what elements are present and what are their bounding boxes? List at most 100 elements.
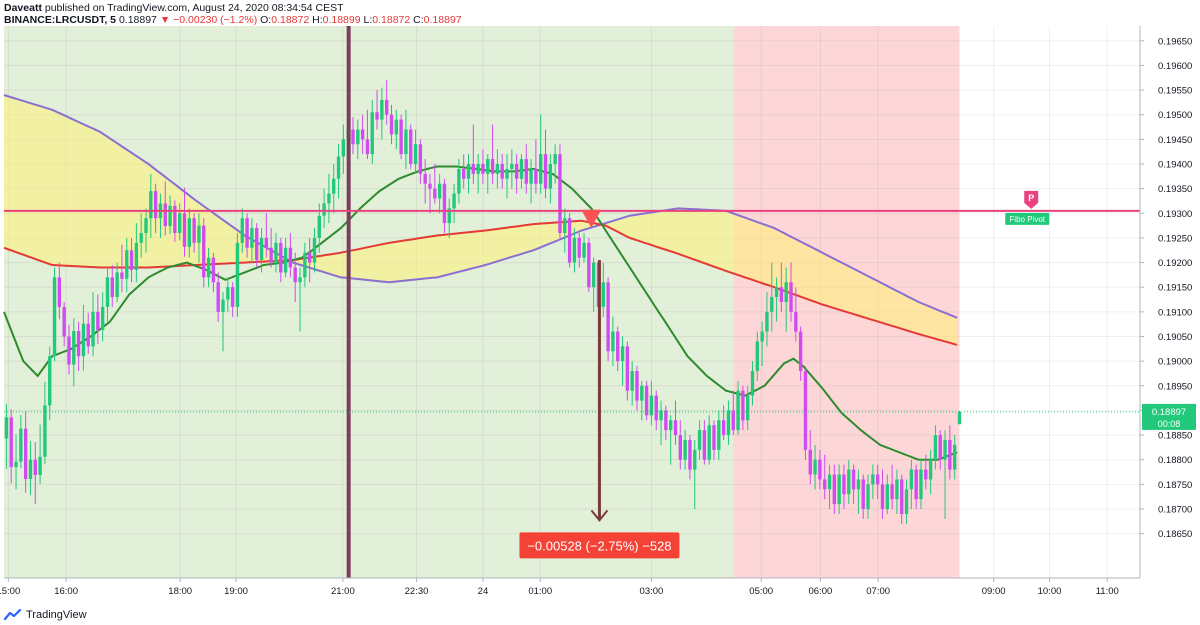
candle [327,173,331,224]
candle-body [481,164,485,174]
candle [591,257,596,312]
candle-body [529,168,533,184]
candle [206,247,211,288]
candle [924,454,928,490]
candle [255,223,259,268]
candle-body [572,237,577,263]
candle [717,410,721,460]
x-tick-label: 05:00 [749,586,773,597]
candle-body [404,129,408,155]
candle [62,302,66,347]
candle-body [558,154,562,233]
candle-body [62,306,66,337]
candle [187,208,192,258]
candle-body [630,371,634,391]
candle-body [293,267,297,283]
candle [789,262,793,322]
candle-body [895,479,899,500]
x-tick-label: 09:00 [982,586,1006,597]
candle-body [360,129,365,140]
author-name[interactable]: Daveatt [4,2,42,14]
candle-body [625,346,630,391]
chart-header: Daveatt published on TradingView.com, Au… [4,0,1194,26]
y-tick-label: 0.19100 [1158,307,1192,318]
candle [668,415,673,465]
candle [197,213,201,263]
candle [86,312,90,354]
candle-body [760,331,764,342]
candle-body [693,449,697,470]
candle-body [216,282,220,312]
candle [558,144,562,238]
candle [616,326,620,371]
candle [490,124,495,184]
candle-body [548,164,553,189]
zone-green [4,26,734,578]
candle [115,262,119,302]
candle-body [250,228,254,248]
candle [601,262,605,317]
candle-body [543,154,548,189]
candle-body [798,331,803,371]
candle [269,228,273,268]
candle [365,109,370,160]
candle [794,287,798,342]
candle-body [274,242,278,263]
candle-body [120,272,124,279]
y-tick-label: 0.18750 [1158,480,1192,491]
candle-body [842,474,846,495]
candle [312,228,317,273]
candle [163,181,167,236]
candle [736,380,740,436]
candle-body [943,440,947,460]
candle-body [495,164,500,174]
candle-body [197,225,201,243]
candle [332,164,336,214]
candle-body [370,112,374,155]
candle-body [697,430,702,450]
candle [495,149,500,189]
candle [433,164,437,204]
candle [259,228,264,273]
candle-body [818,459,822,480]
measure-label-bg [519,532,680,559]
candle-body [620,346,625,362]
candle-body [856,479,861,490]
candle-body [803,371,808,450]
candle-body [678,435,682,460]
candle [221,292,225,352]
candle [457,159,461,204]
candle-body [394,119,398,135]
change-value: −0.00230 (−1.2%) [173,14,258,26]
candle-body [91,311,95,347]
candle [486,154,490,194]
candle [235,233,240,317]
candle-body [582,242,586,258]
candle-body [437,183,442,199]
candle-body [317,215,321,238]
candle [404,109,408,169]
footer: TradingView [4,606,87,624]
brand-label[interactable]: TradingView [26,609,87,621]
low-value: 0.18872 [372,14,411,26]
candle [418,139,423,184]
candle [19,414,23,469]
candle [250,218,254,263]
candle [871,464,875,500]
candle-body [19,428,23,462]
candle-body [909,469,914,490]
candle [909,459,914,509]
candle-body [721,420,726,436]
candle-body [726,410,731,436]
close-label: C: [413,14,424,26]
candle [38,424,42,484]
candle [875,464,880,500]
candle-body [591,262,596,288]
candle [211,252,216,293]
candle [606,277,610,362]
x-tick-label: 21:00 [331,586,355,597]
y-tick-label: 0.19450 [1158,135,1192,146]
candle-body [611,331,615,352]
candle-body [144,218,148,233]
